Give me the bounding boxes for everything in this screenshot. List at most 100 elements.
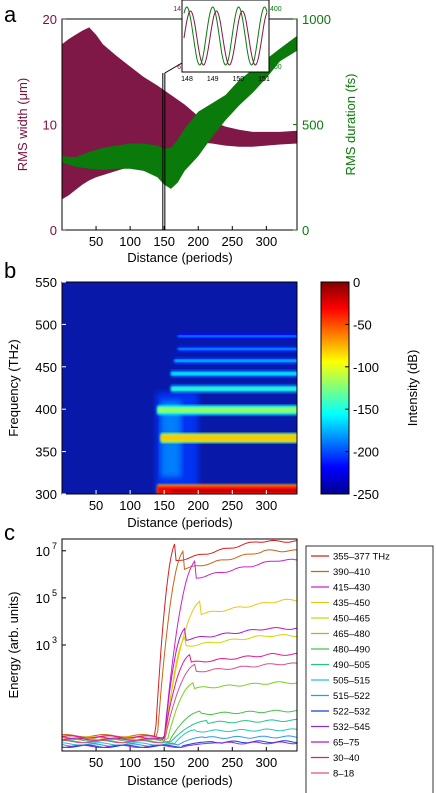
panel-c-y-tick-exponent: 5: [52, 588, 57, 598]
panel-b-x-tick-label: 100: [119, 498, 141, 513]
panel-a-right-tick-label: 0: [302, 223, 309, 238]
panel-b-y-axis-label: Frequency (THz): [6, 339, 21, 437]
legend-entry: 450–465: [333, 614, 370, 625]
panel-a-x-tick-label: 300: [255, 234, 277, 249]
panel-c-x-axis-label: Distance (periods): [127, 773, 233, 788]
panel-c-y-tick-exponent: 3: [52, 635, 57, 645]
panel-a-x-tick-label: 100: [119, 234, 141, 249]
panel-a-x-axis-label: Distance (periods): [127, 250, 233, 265]
panel-a-x-tick-label: 200: [187, 234, 209, 249]
legend-entry: 505–515: [333, 676, 370, 687]
panel-a-x-tick-label: 150: [153, 234, 175, 249]
panel-c-x-tick-label: 300: [255, 755, 277, 770]
inset-left-tick-label: 6: [177, 64, 181, 71]
energy-line-15: [62, 662, 297, 744]
inset-right-tick-label: 100: [270, 64, 282, 71]
panel-a-right-tick-label: 1000: [302, 12, 331, 27]
legend-entry: 390–410: [333, 567, 370, 578]
inset-x-tick-label: 148: [181, 76, 193, 83]
energy-line-14: [62, 653, 297, 739]
panel-b-x-tick-label: 50: [89, 498, 103, 513]
panel-b: b 50 100 150 200 250 300 300 350 400 450 500 550 Fr…: [4, 258, 420, 530]
panel-label-a: a: [4, 2, 17, 27]
panel-b-y-tick-label: 350: [35, 445, 57, 460]
colorbar-tick-label: -100: [353, 360, 379, 375]
panel-a-right-axis-label: RMS duration (fs): [343, 74, 358, 176]
heatmap-band-424: [170, 386, 297, 391]
legend-entry: 480–490: [333, 645, 370, 656]
inset-connector: [164, 62, 183, 74]
panel-c-y-tick-label: 10: [36, 591, 50, 606]
panel-c-background: [62, 539, 297, 751]
panel-b-y-tick-label: 400: [35, 402, 57, 417]
panel-c-x-tick-label: 150: [153, 755, 175, 770]
legend-entry: 355–377 THz: [333, 552, 390, 563]
panel-b-colorbar: [320, 281, 350, 495]
heatmap-main-band-core: [170, 489, 297, 492]
energy-line-3: [62, 558, 297, 740]
panel-a-left-axis-label: RMS width (μm): [15, 78, 30, 171]
inset-x-tick-label: 150: [232, 76, 244, 83]
panel-a-x-tick-label: 50: [89, 234, 103, 249]
panel-b-frame: [61, 281, 298, 495]
energy-line-10: [62, 735, 297, 747]
panel-c-y-tick-exponent: 7: [52, 541, 57, 551]
inset-left-tick-label: 14: [173, 6, 181, 13]
panel-b-y-tick-label: 500: [35, 317, 57, 332]
energy-line-12: [62, 741, 297, 749]
heatmap-band-486: [177, 335, 297, 338]
legend-entry: 415–430: [333, 583, 370, 594]
legend-entry: 65–75: [333, 738, 359, 749]
inset-x-tick-label: 149: [207, 76, 219, 83]
panel-a-x-tick-label: 250: [221, 234, 243, 249]
inset-right-tick-label: 400: [270, 6, 282, 13]
panel-b-x-tick-label: 150: [153, 498, 175, 513]
panel-c-x-tick-label: 200: [187, 755, 209, 770]
panel-b-colorbar-label: Intensity (dB): [405, 350, 420, 427]
legend-entry: 8–18: [333, 769, 354, 780]
colorbar-tick-label: -50: [353, 317, 372, 332]
panel-b-x-tick-label: 200: [187, 498, 209, 513]
panel-c-x-tick-label: 100: [119, 755, 141, 770]
panel-c-x-tick-label: 250: [221, 755, 243, 770]
panel-b-x-axis-label: Distance (periods): [127, 515, 233, 530]
legend-entry: 515–522: [333, 691, 370, 702]
inset-duration-oscillation: [183, 6, 268, 66]
colorbar-tick-label: -250: [353, 487, 379, 502]
panel-a-left-tick-label: 10: [43, 118, 57, 133]
panel-c-x-tick-label: 50: [89, 755, 103, 770]
colorbar-tick-label: -150: [353, 402, 379, 417]
legend-entry: 435–450: [333, 598, 370, 609]
energy-line-2: [62, 549, 297, 738]
heatmap-band-399: [157, 407, 297, 414]
legend-entry: 465–480: [333, 629, 370, 640]
heatmap-band-442: [170, 371, 297, 376]
legend-entry: 490–505: [333, 660, 370, 671]
panel-b-y-tick-label: 550: [35, 275, 57, 290]
colorbar-tick-label: -200: [353, 445, 379, 460]
heatmap-band-471: [177, 347, 297, 351]
panel-label-c: c: [4, 520, 15, 545]
panel-b-x-tick-label: 300: [255, 498, 277, 513]
panel-a-left-tick-label: 0: [50, 223, 57, 238]
heatmap-band-366: [160, 435, 297, 441]
legend-entry: 532–545: [333, 722, 370, 733]
energy-line-4: [62, 598, 297, 740]
energy-line-9: [62, 728, 297, 746]
panel-b-y-tick-label: 450: [35, 360, 57, 375]
inset-x-tick-label: 151: [258, 76, 270, 83]
colorbar-tick-label: 0: [353, 275, 360, 290]
panel-label-b: b: [4, 258, 16, 283]
panel-a-left-tick-label: 20: [43, 12, 57, 27]
panel-c-y-axis-label: Energy (arb. units): [6, 592, 21, 699]
energy-line-13: [62, 627, 297, 741]
panel-b-x-tick-label: 250: [221, 498, 243, 513]
inset-frame: [181, 0, 270, 73]
legend-entry: 522–532: [333, 707, 370, 718]
heatmap-band-457: [174, 359, 297, 363]
legend-entry: 30–40: [333, 753, 359, 764]
panel-a-right-tick-label: 500: [302, 118, 324, 133]
